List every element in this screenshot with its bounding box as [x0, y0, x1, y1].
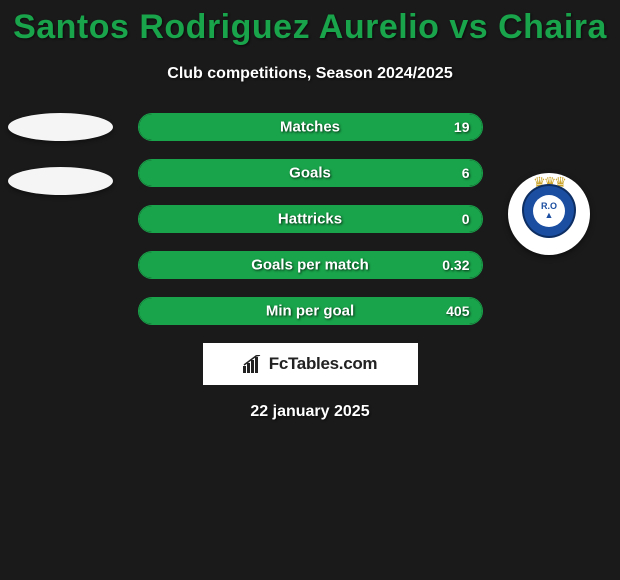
stat-bar-label: Goals per match [251, 257, 369, 274]
player-placeholder-ellipse [8, 167, 113, 195]
stat-bar-min-per-goal: Min per goal 405 [138, 297, 483, 325]
stat-bar-label: Matches [280, 119, 340, 136]
player-placeholder-ellipse [8, 113, 113, 141]
stat-bar-value: 19 [454, 119, 470, 135]
comparison-panel: ♛♛♛ R.O ▲ Matches 19 Goals 6 Hattricks 0 [0, 113, 620, 421]
stat-bars: Matches 19 Goals 6 Hattricks 0 Goals per… [138, 113, 483, 325]
brand-box: FcTables.com [203, 343, 418, 385]
shield-icon: R.O ▲ [522, 184, 576, 238]
stat-bar-label: Hattricks [278, 211, 342, 228]
page-title: Santos Rodriguez Aurelio vs Chaira [0, 0, 620, 47]
stat-bar-value: 0.32 [442, 257, 469, 273]
snapshot-date: 22 january 2025 [0, 403, 620, 421]
stat-bar-value: 405 [446, 303, 469, 319]
crest-glyph: ▲ [545, 211, 554, 220]
club-crest-badge: ♛♛♛ R.O ▲ [508, 173, 590, 255]
shield-inner: R.O ▲ [533, 195, 565, 227]
bar-chart-icon [243, 355, 263, 373]
stat-bar-value: 6 [462, 165, 470, 181]
brand-text: FcTables.com [269, 354, 378, 374]
stat-bar-hattricks: Hattricks 0 [138, 205, 483, 233]
subtitle: Club competitions, Season 2024/2025 [0, 65, 620, 83]
stat-bar-label: Goals [289, 165, 331, 182]
left-player-placeholders [8, 113, 113, 195]
stat-bar-label: Min per goal [266, 303, 354, 320]
stat-bar-value: 0 [462, 211, 470, 227]
stat-bar-goals: Goals 6 [138, 159, 483, 187]
stat-bar-goals-per-match: Goals per match 0.32 [138, 251, 483, 279]
club-crest: ♛♛♛ R.O ▲ [522, 184, 576, 244]
stat-bar-matches: Matches 19 [138, 113, 483, 141]
